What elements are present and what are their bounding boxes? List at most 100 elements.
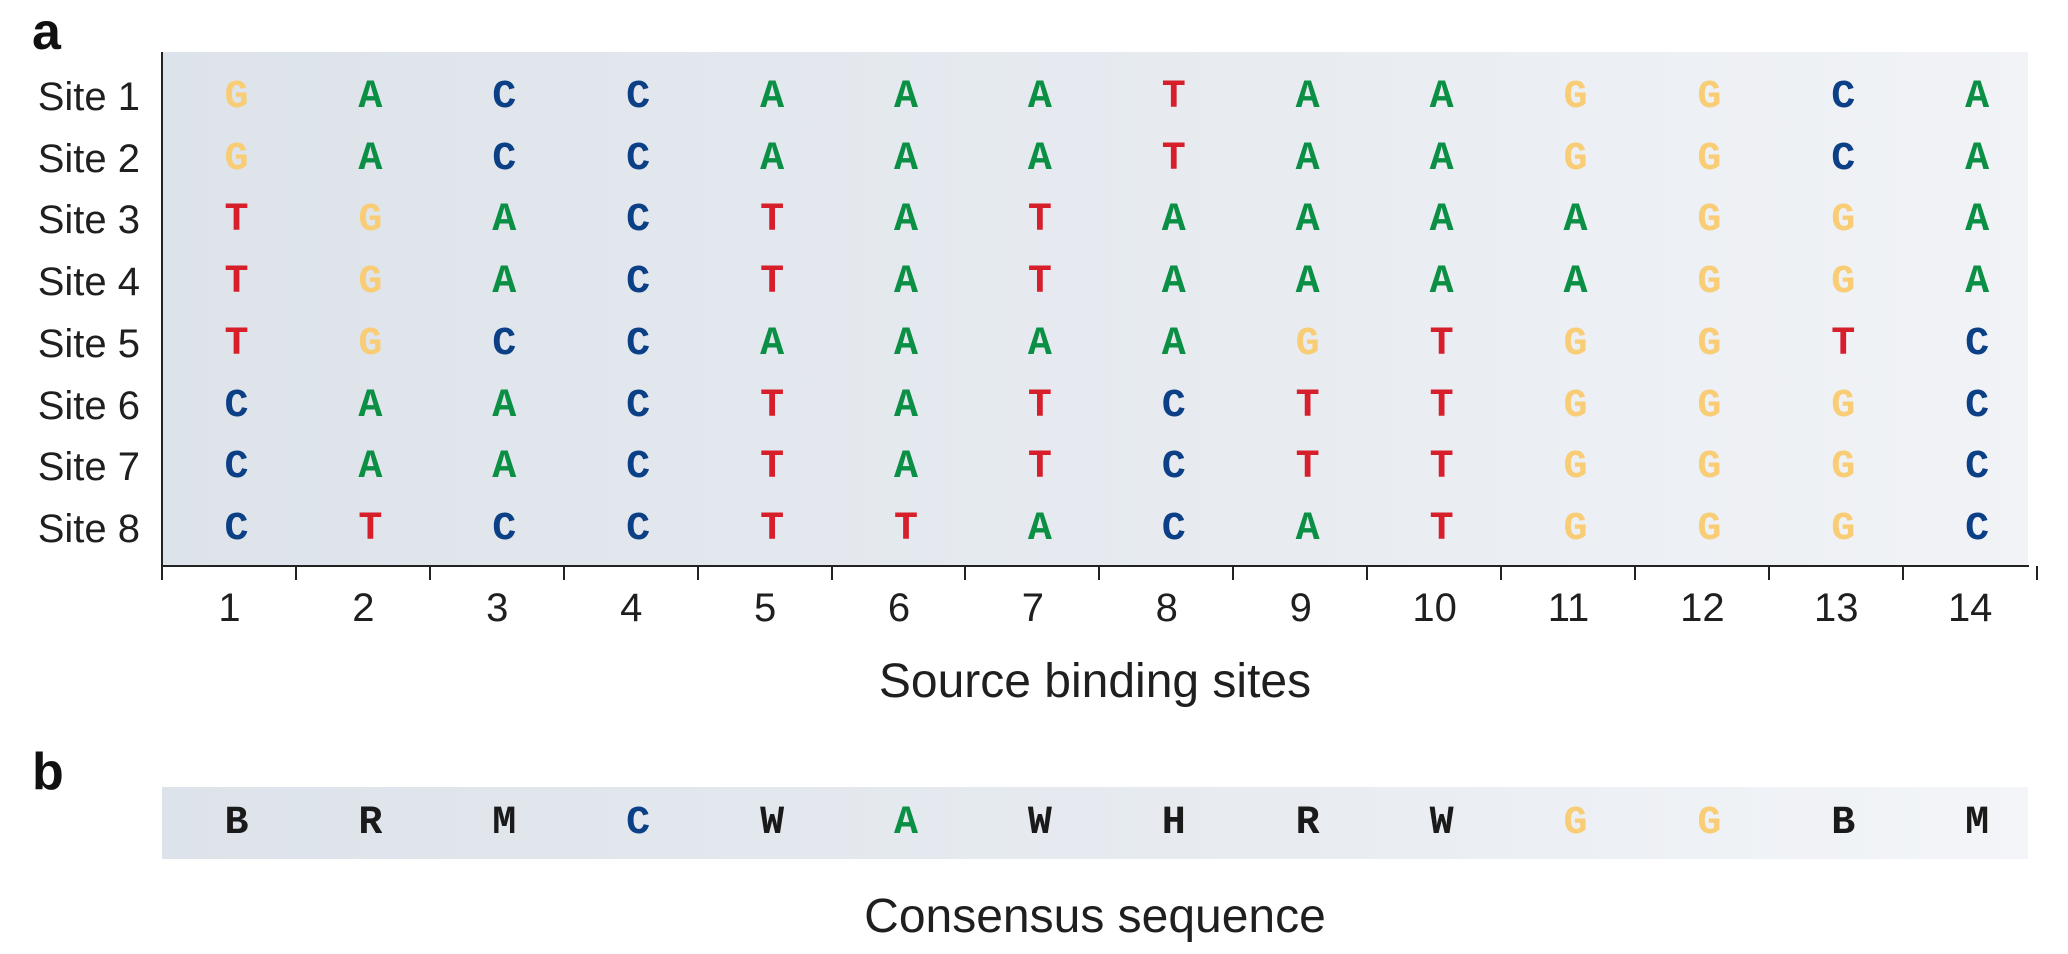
x-axis-tick xyxy=(1366,566,1369,580)
base-letter: A xyxy=(1027,321,1052,367)
base-letter: A xyxy=(1027,136,1052,182)
base-letter: A xyxy=(893,198,918,244)
base-letter: T xyxy=(893,506,918,552)
consensus-letter: M xyxy=(492,801,517,846)
x-axis-tick xyxy=(830,566,833,580)
base-letter: A xyxy=(1295,136,1320,182)
base-letter: T xyxy=(1295,445,1320,491)
consensus-bar xyxy=(162,787,2028,859)
x-axis-tick-label: 3 xyxy=(486,586,509,630)
site-label: Site 4 xyxy=(37,260,140,305)
base-letter: A xyxy=(492,445,517,491)
panel-b-label: b xyxy=(32,743,64,801)
base-letter: T xyxy=(760,506,785,552)
base-letter: T xyxy=(1429,383,1454,429)
base-letter: A xyxy=(1965,136,1990,182)
base-letter: T xyxy=(1027,260,1052,306)
alignment-background xyxy=(162,52,2028,566)
x-axis-tick xyxy=(562,566,565,580)
consensus-letter: G xyxy=(1563,801,1588,846)
x-axis-tick-label: 12 xyxy=(1680,586,1725,630)
base-letter: T xyxy=(760,198,785,244)
x-axis-tick-label: 7 xyxy=(1021,586,1045,630)
base-letter: C xyxy=(626,506,651,552)
base-letter: G xyxy=(1563,321,1588,367)
x-axis-tick xyxy=(1232,566,1235,580)
base-letter: A xyxy=(760,136,785,182)
consensus-letter: A xyxy=(893,801,918,846)
site-label: Site 2 xyxy=(37,136,140,181)
base-letter: C xyxy=(492,321,517,367)
site-label: Site 6 xyxy=(37,383,140,428)
consensus-letter: R xyxy=(358,801,383,846)
base-letter: A xyxy=(1563,260,1588,306)
x-axis-tick-label: 13 xyxy=(1814,586,1859,630)
x-axis-tick xyxy=(1901,566,1904,580)
base-letter: A xyxy=(358,75,383,120)
base-letter: A xyxy=(893,445,918,491)
base-letter: G xyxy=(1697,198,1722,244)
base-letter: G xyxy=(1831,445,1856,491)
base-letter: A xyxy=(492,383,517,429)
base-letter: G xyxy=(1831,198,1856,244)
panel-a-label: a xyxy=(32,3,61,61)
base-letter: G xyxy=(1697,445,1722,491)
base-letter: C xyxy=(1831,75,1856,120)
x-axis-tick xyxy=(2035,566,2038,580)
base-letter: C xyxy=(492,75,517,120)
base-letter: C xyxy=(1161,445,1186,491)
x-axis-tick xyxy=(294,566,297,580)
x-axis-tick-label: 5 xyxy=(753,586,777,630)
base-letter: G xyxy=(358,198,383,244)
base-letter: T xyxy=(1429,445,1454,491)
base-letter: G xyxy=(224,75,249,120)
site-label: Site 8 xyxy=(37,506,140,551)
base-letter: G xyxy=(1697,260,1722,306)
base-letter: A xyxy=(492,260,517,306)
base-letter: A xyxy=(893,136,918,182)
base-letter: A xyxy=(760,75,785,120)
base-letter: T xyxy=(1027,445,1052,491)
consensus-letter: G xyxy=(1697,801,1722,846)
consensus-letter: R xyxy=(1295,801,1320,846)
consensus-letter: W xyxy=(1027,801,1052,846)
base-letter: T xyxy=(1429,321,1454,367)
x-axis-tick-label: 1 xyxy=(218,586,241,630)
consensus-title: Consensus sequence xyxy=(864,890,1326,943)
base-letter: G xyxy=(1563,445,1588,491)
base-letter: G xyxy=(1563,506,1588,552)
base-letter: G xyxy=(224,136,249,182)
base-letter: A xyxy=(358,445,383,491)
base-letter: C xyxy=(224,445,249,491)
base-letter: G xyxy=(1697,136,1722,182)
consensus-letter: C xyxy=(626,801,651,846)
site-label: Site 1 xyxy=(37,75,140,119)
base-letter: A xyxy=(1429,260,1454,306)
x-axis-tick xyxy=(1098,566,1101,580)
base-letter: A xyxy=(1027,75,1052,120)
base-letter: C xyxy=(1161,506,1186,552)
base-letter: T xyxy=(1161,136,1186,182)
x-axis-title: Source binding sites xyxy=(878,655,1312,708)
base-letter: C xyxy=(1161,383,1186,429)
base-letter: A xyxy=(358,136,383,182)
x-axis-tick-label: 11 xyxy=(1547,586,1590,630)
base-letter: G xyxy=(1831,506,1856,552)
base-letter: G xyxy=(1697,383,1722,429)
x-axis-tick-label: 2 xyxy=(352,586,375,630)
base-letter: G xyxy=(1831,260,1856,306)
x-axis-tick xyxy=(964,566,967,580)
base-letter: C xyxy=(626,75,651,120)
base-letter: T xyxy=(224,198,249,244)
base-letter: A xyxy=(358,383,383,429)
base-letter: A xyxy=(893,321,918,367)
base-letter: C xyxy=(626,136,651,182)
base-letter: A xyxy=(1161,321,1186,367)
base-letter: C xyxy=(224,383,249,429)
base-letter: A xyxy=(893,75,918,120)
base-letter: T xyxy=(358,506,383,552)
base-letter: C xyxy=(492,136,517,182)
base-letter: T xyxy=(1295,383,1320,429)
base-letter: A xyxy=(893,383,918,429)
x-axis-tick xyxy=(1633,566,1636,580)
